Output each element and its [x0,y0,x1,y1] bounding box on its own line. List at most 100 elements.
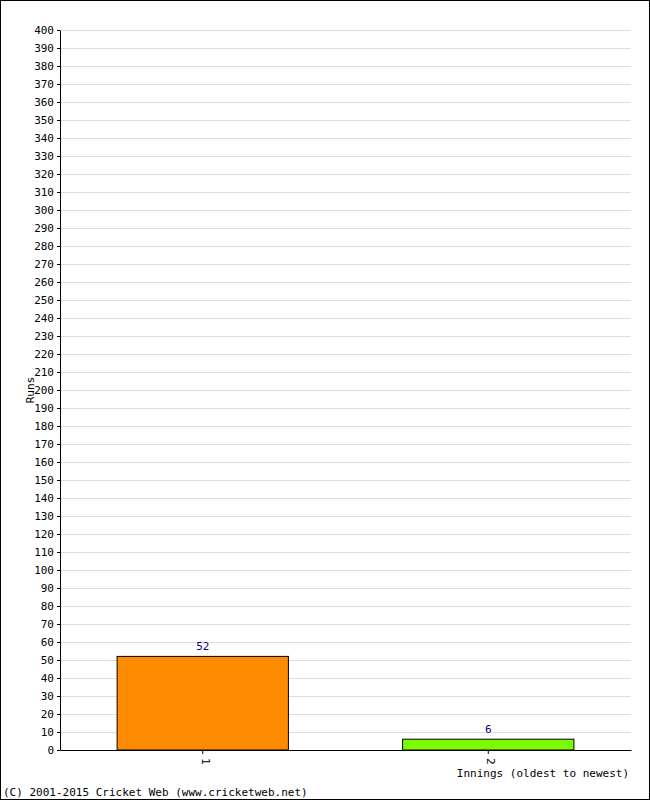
y-tick-mark [57,714,60,715]
y-tick-label: 10 [41,726,54,739]
y-tick: 20 [41,708,60,721]
y-tick-mark [57,30,60,31]
annotation: (C) 2001-2015 Cricket Web (www.cricketwe… [3,786,308,799]
y-tick-mark [57,120,60,121]
x-axis-title: Innings (oldest to newest) [457,767,629,780]
grid-line [60,30,631,31]
y-tick: 220 [34,348,60,361]
grid-line [60,480,631,481]
grid-line [60,300,631,301]
grid-line [60,192,631,193]
y-tick-label: 70 [41,618,54,631]
y-tick-label: 210 [34,366,54,379]
y-tick-mark [57,102,60,103]
grid-line [60,606,631,607]
y-tick-mark [57,588,60,589]
grid-line [60,264,631,265]
y-tick-label: 110 [34,546,54,559]
y-tick: 280 [34,240,60,253]
y-tick: 340 [34,132,60,145]
y-tick: 260 [34,276,60,289]
y-tick-mark [57,570,60,571]
y-tick: 240 [34,312,60,325]
y-tick: 120 [34,528,60,541]
y-tick: 30 [41,690,60,703]
y-tick-mark [57,174,60,175]
grid-line [60,318,631,319]
frame [1,1,650,800]
y-tick-label: 150 [34,474,54,487]
y-tick-label: 20 [41,708,54,721]
y-tick-label: 310 [34,186,54,199]
y-tick-mark [57,138,60,139]
y-tick-label: 40 [41,672,54,685]
data-label: 6 [485,723,492,736]
y-tick-mark [57,210,60,211]
y-tick-label: 220 [34,348,54,361]
grid-line [60,534,631,535]
y-tick: 60 [41,636,60,649]
grid-line [60,426,631,427]
y-tick-mark [57,372,60,373]
y-tick-mark [57,750,60,751]
grid-line [60,210,631,211]
y-tick-mark [57,462,60,463]
y-tick-label: 130 [34,510,54,523]
x-tick-mark [488,750,489,754]
y-tick-label: 380 [34,60,54,73]
y-tick-mark [57,408,60,409]
y-tick-mark [57,66,60,67]
grid-line [60,354,631,355]
y-tick: 400 [34,24,60,37]
grid-line [60,408,631,409]
grid-line [60,498,631,499]
y-tick-mark [57,732,60,733]
y-tick-mark [57,480,60,481]
y-tick-label: 160 [34,456,54,469]
grid-line [60,390,631,391]
grid-line [60,282,631,283]
y-tick-label: 30 [41,690,54,703]
y-tick: 160 [34,456,60,469]
y-tick: 290 [34,222,60,235]
y-tick-mark [57,390,60,391]
grid-line [60,462,631,463]
y-tick: 360 [34,96,60,109]
y-tick-label: 360 [34,96,54,109]
bar [117,656,288,750]
y-tick: 300 [34,204,60,217]
y-tick-mark [57,696,60,697]
y-tick-label: 140 [34,492,54,505]
y-tick-label: 180 [34,420,54,433]
y-tick: 230 [34,330,60,343]
y-tick: 140 [34,492,60,505]
x-tick: 1 [199,750,212,765]
grid-line [60,516,631,517]
grid-line [60,642,631,643]
grid-line [60,138,631,139]
y-tick-mark [57,282,60,283]
bar [403,739,574,750]
grid-line [60,372,631,373]
x-axis: 12 [61,750,632,765]
y-tick-label: 320 [34,168,54,181]
y-tick-mark [57,156,60,157]
grid-line [60,84,631,85]
y-tick-mark [57,534,60,535]
y-tick: 40 [41,672,60,685]
y-tick-mark [57,624,60,625]
y-tick-label: 0 [47,744,54,757]
grid-line [60,156,631,157]
y-tick-mark [57,318,60,319]
grid-line [60,66,631,67]
y-tick: 10 [41,726,60,739]
y-tick-label: 290 [34,222,54,235]
y-tick: 390 [34,42,60,55]
y-tick-label: 350 [34,114,54,127]
y-tick: 310 [34,186,60,199]
y-tick-label: 260 [34,276,54,289]
y-tick: 330 [34,150,60,163]
grid-line [60,174,631,175]
grid-line [60,228,631,229]
grid-line [60,750,631,751]
